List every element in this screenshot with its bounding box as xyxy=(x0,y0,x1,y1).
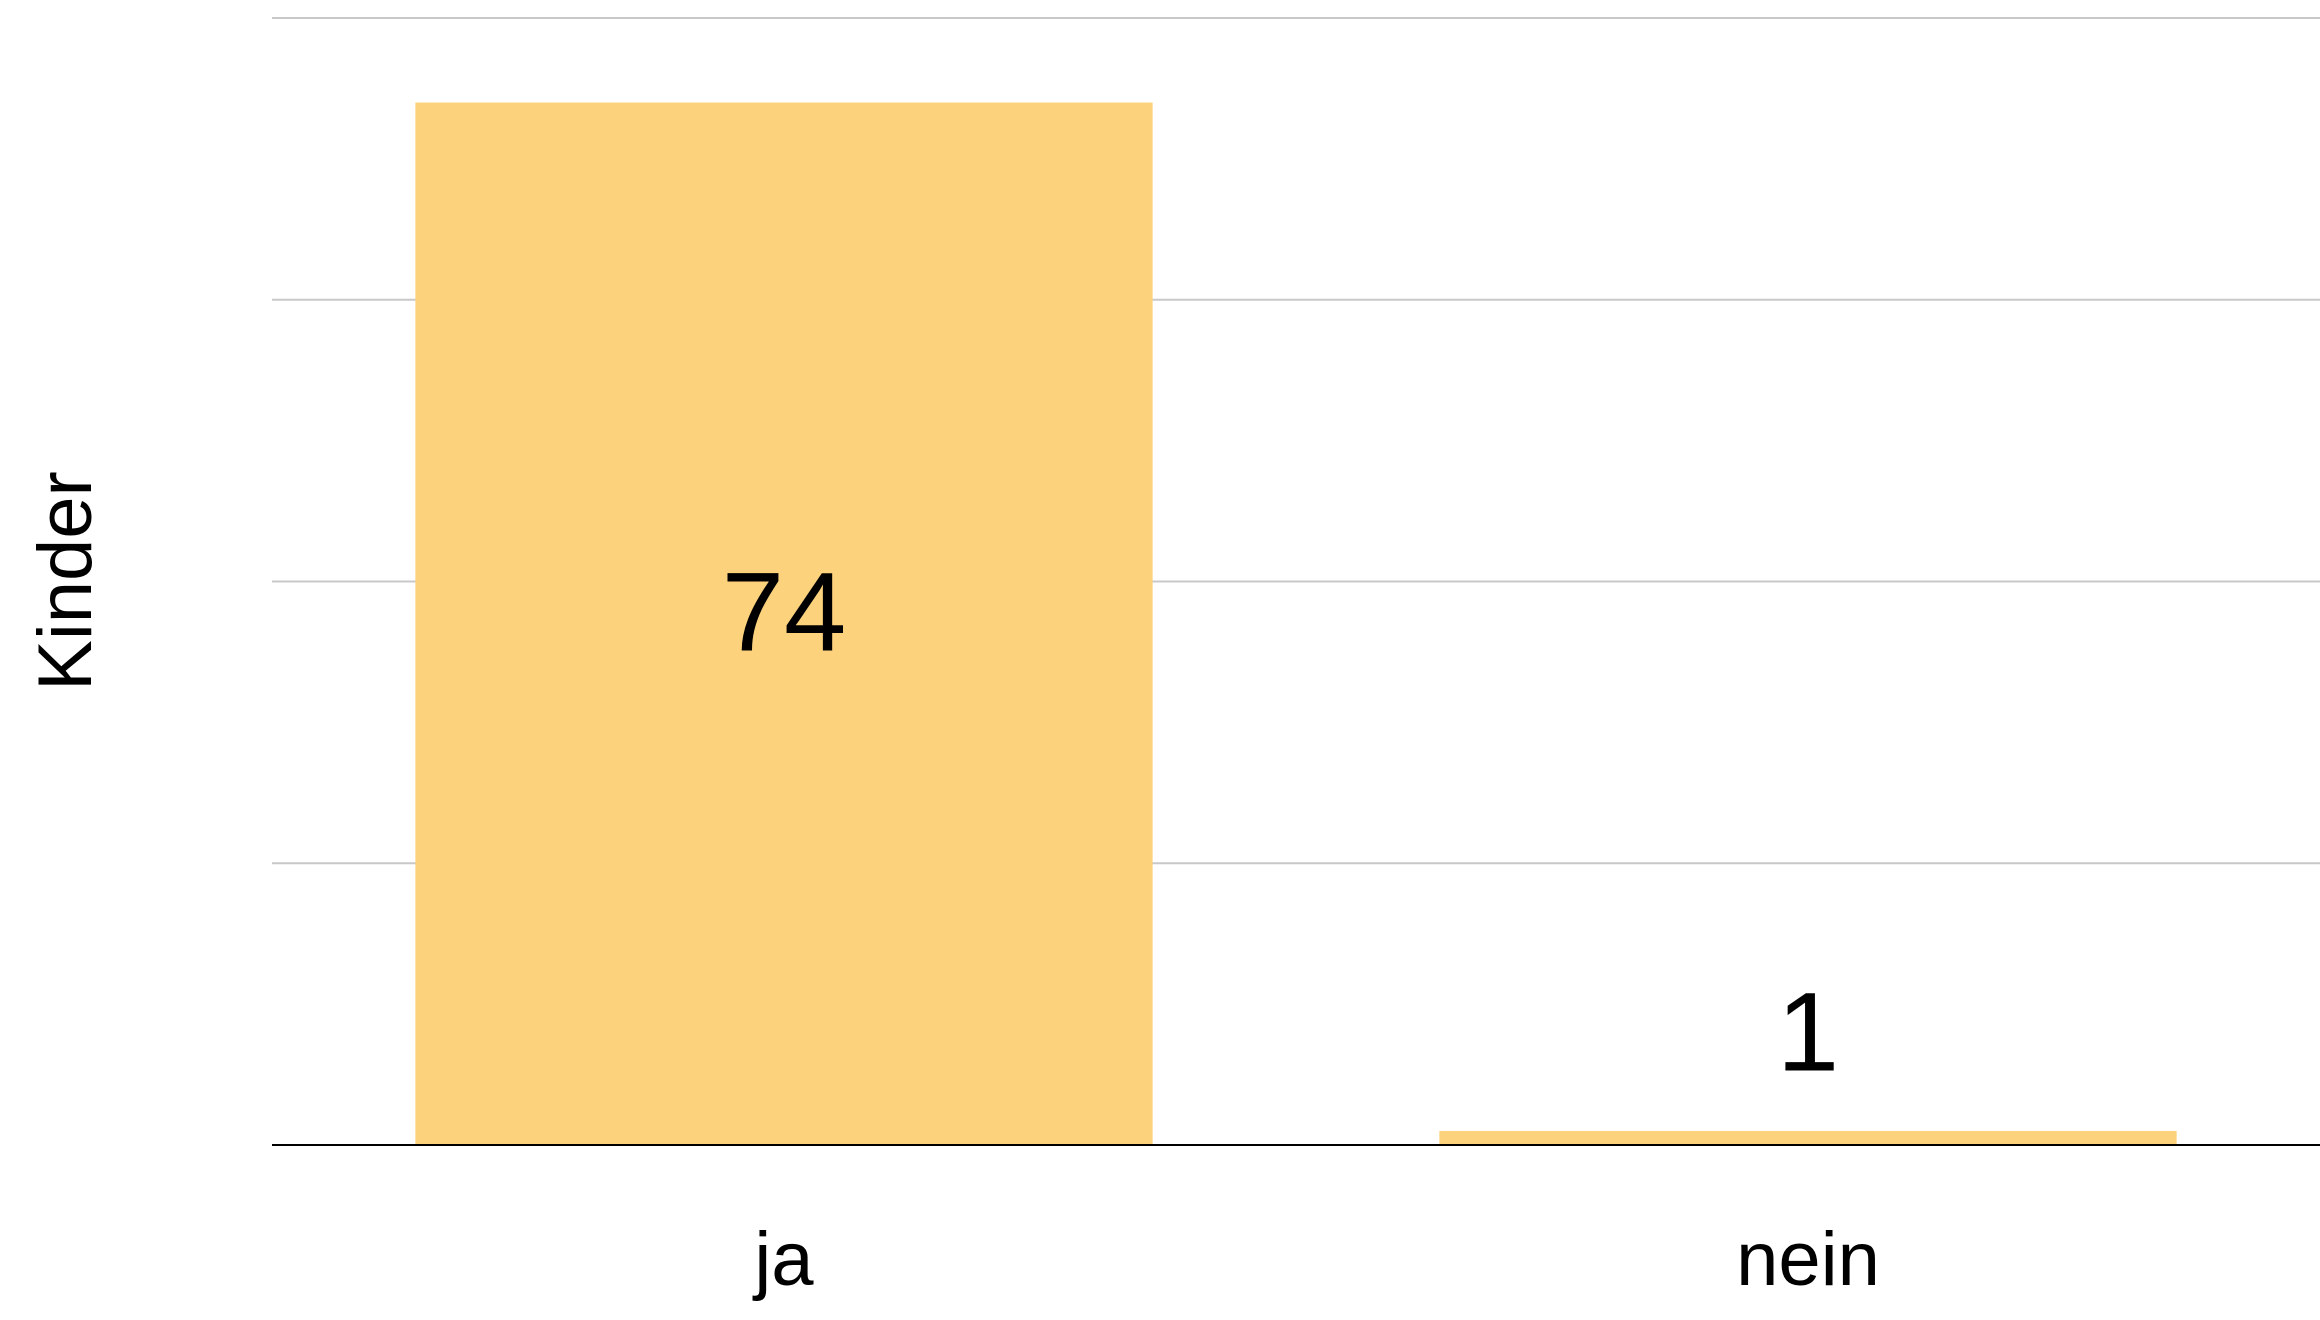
bar xyxy=(415,102,1153,1145)
y-axis-label: Kinder xyxy=(23,471,108,691)
data-label: 74 xyxy=(722,549,847,674)
x-tick-label: ja xyxy=(752,1217,814,1302)
x-tick-label: nein xyxy=(1736,1217,1880,1302)
bar xyxy=(1439,1130,2177,1145)
data-label: 1 xyxy=(1777,969,1839,1094)
